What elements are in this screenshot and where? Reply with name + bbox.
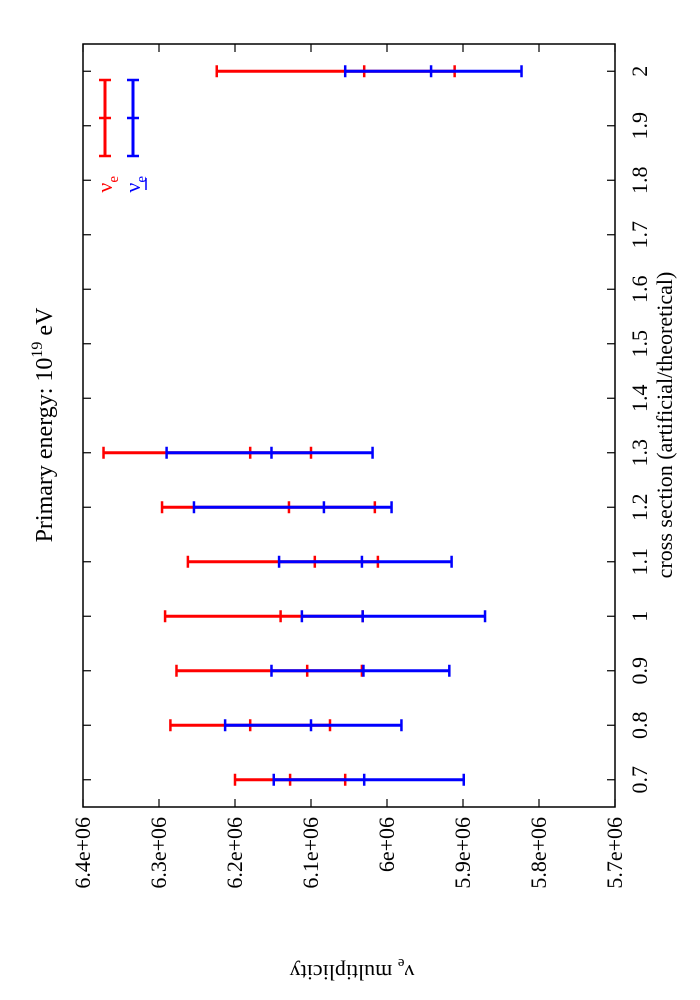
y-tick-label: 5.8e+06 bbox=[526, 817, 551, 889]
x-tick-label: 1.2 bbox=[627, 494, 652, 522]
legend-entry: νe bbox=[92, 78, 122, 193]
legend-entry: νe bbox=[120, 78, 150, 193]
y-tick-label: 5.7e+06 bbox=[602, 817, 627, 889]
y-axis-label: νe multiplicity bbox=[290, 955, 415, 985]
y-tick-label: 6.1e+06 bbox=[298, 817, 323, 889]
x-tick-label: 0.8 bbox=[627, 712, 652, 740]
title-exponent: 19 bbox=[29, 342, 46, 358]
plot-frame bbox=[82, 43, 616, 808]
y-label-symbol: ν bbox=[404, 960, 414, 985]
y-tick-label: 5.9e+06 bbox=[450, 817, 475, 889]
y-tick-label: 6e+06 bbox=[374, 817, 399, 872]
error-bars bbox=[102, 65, 523, 786]
y-tick-label: 6.2e+06 bbox=[222, 817, 247, 889]
y-tick-label: 6.4e+06 bbox=[70, 817, 95, 889]
x-tick-label: 1.9 bbox=[627, 112, 652, 140]
title-prefix: Primary energy: 10 bbox=[32, 358, 58, 543]
x-tick-label: 1.3 bbox=[627, 439, 652, 467]
series-nu-e bbox=[102, 65, 456, 786]
x-tick-label: 1.5 bbox=[627, 330, 652, 358]
x-tick-label: 0.9 bbox=[627, 657, 652, 685]
x-tick-label: 1.7 bbox=[627, 221, 652, 249]
x-tick-label: 0.7 bbox=[627, 766, 652, 794]
legend-label: νe bbox=[92, 176, 122, 193]
legend-subscript: e bbox=[134, 176, 150, 183]
y-label-rest: multiplicity bbox=[290, 960, 398, 985]
x-tick-labels: 0.7 0.8 0.9 1 1.1 1.2 1.3 1.4 1.5 1.6 1.7 1.8 1.9 2 bbox=[627, 66, 652, 794]
legend-label: νe bbox=[120, 176, 150, 193]
x-tick-label: 1 bbox=[627, 611, 652, 622]
x-axis-label: cross section (artificial/theoretical) bbox=[652, 272, 677, 579]
legend-symbol: ν bbox=[92, 183, 117, 193]
y-tick-label: 6.3e+06 bbox=[146, 817, 171, 889]
x-tick-label: 1.1 bbox=[627, 548, 652, 576]
legend-subscript: e bbox=[106, 176, 122, 183]
x-tick-label: 1.6 bbox=[627, 276, 652, 304]
x-tick-label: 1.4 bbox=[627, 385, 652, 413]
title-suffix: eV bbox=[32, 307, 58, 342]
y-label-subscript: e bbox=[397, 955, 404, 971]
chart-title: Primary energy: 1019 eV bbox=[29, 307, 58, 543]
tick-marks bbox=[82, 44, 616, 807]
legend-symbol: ν bbox=[120, 183, 145, 193]
plot-border bbox=[82, 43, 616, 808]
series-anti-nu-e bbox=[165, 65, 523, 786]
x-tick-label: 2 bbox=[627, 66, 652, 77]
y-tick-labels: 5.7e+06 5.8e+06 5.9e+06 6e+06 6.1e+06 6.2e+06… bbox=[70, 817, 627, 889]
x-tick-label: 1.8 bbox=[627, 167, 652, 195]
